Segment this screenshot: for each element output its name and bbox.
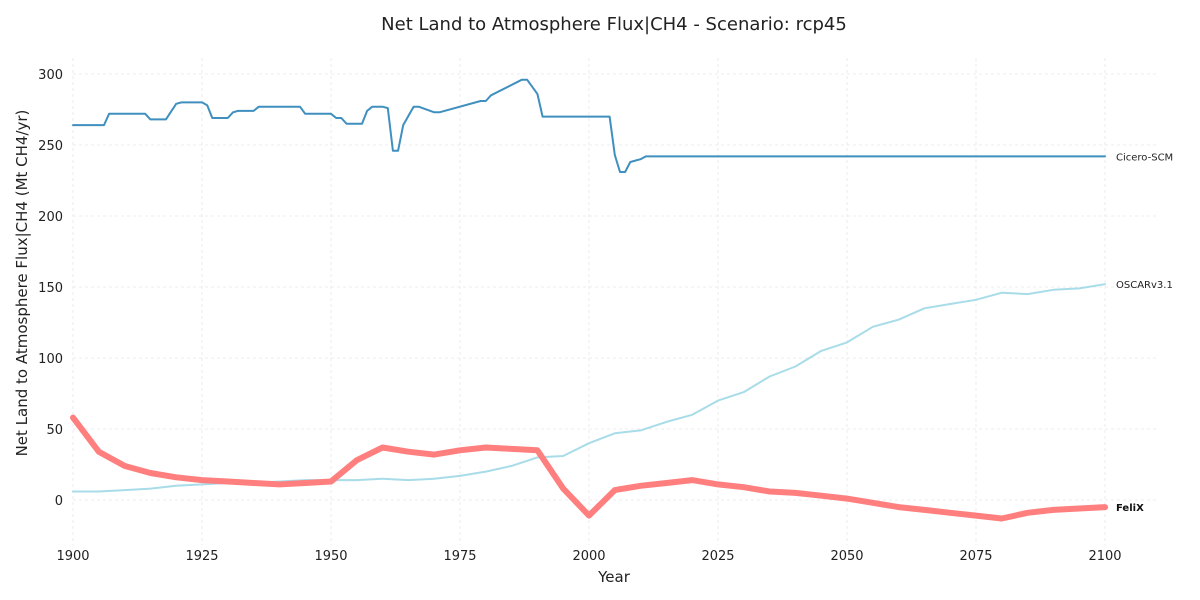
x-tick-label: 2050	[830, 549, 863, 564]
x-tick-label: 2075	[959, 549, 992, 564]
series-lines	[70, 78, 1108, 522]
y-axis-label: Net Land to Atmosphere Flux|CH4 (Mt CH4/…	[13, 110, 31, 457]
y-tick-label: 200	[38, 210, 63, 225]
chart-title: Net Land to Atmosphere Flux|CH4 - Scenar…	[381, 14, 847, 35]
y-tick-label: 50	[46, 423, 63, 438]
y-tick-label: 0	[55, 494, 63, 509]
x-tick-label: 1950	[314, 549, 347, 564]
x-tick-label: 1975	[443, 549, 476, 564]
x-axis-label: Year	[597, 568, 631, 586]
series-label-cicero-scm: Cicero-SCM	[1116, 152, 1173, 163]
series-end-labels: OSCARv3.1 Cicero-SCM FeliX	[1116, 152, 1173, 514]
x-tick-label: 2025	[701, 549, 734, 564]
series-line-felix	[70, 414, 1108, 522]
series-label-oscarv3-1: OSCARv3.1	[1116, 280, 1173, 291]
y-tick-label: 300	[38, 68, 63, 83]
axis-ticks: 1900 1925 1950 1975 2000 2025 2050 2075 2100 0 50 1…	[38, 68, 1121, 564]
x-tick-label: 2100	[1088, 549, 1121, 564]
x-tick-label: 2000	[572, 549, 605, 564]
grid	[72, 58, 1157, 545]
y-tick-label: 250	[38, 139, 63, 154]
y-tick-label: 150	[38, 281, 63, 296]
y-tick-label: 100	[38, 352, 63, 367]
series-label-felix: FeliX	[1116, 503, 1144, 514]
series-line-cicero-scm	[72, 78, 1106, 173]
x-tick-label: 1925	[185, 549, 218, 564]
x-tick-label: 1900	[56, 549, 89, 564]
